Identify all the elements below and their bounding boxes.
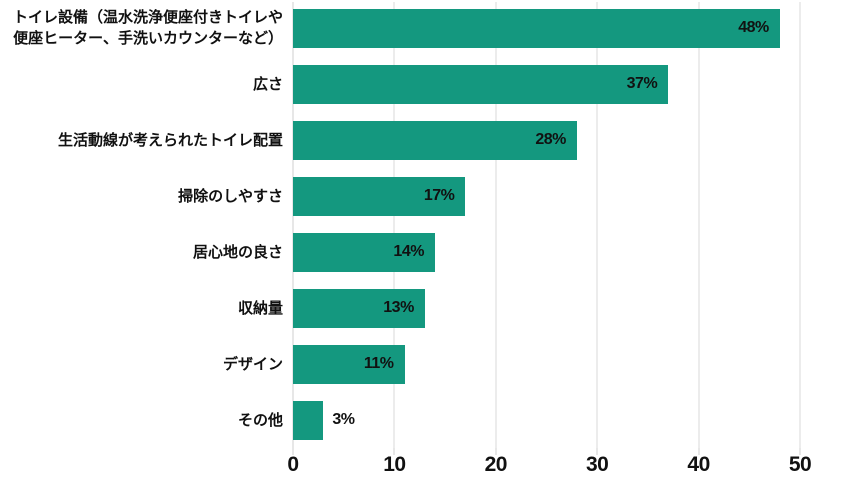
bar-row: 居心地の良さ 14% (0, 224, 850, 280)
gridline (799, 2, 801, 448)
bar-row: 生活動線が考えられたトイレ配置 28% (0, 112, 850, 168)
axis-tick (292, 448, 294, 455)
bar-row: 広さ 37% (0, 56, 850, 112)
category-label: デザイン (222, 355, 283, 373)
bar: 37% (293, 64, 669, 104)
bar: 14% (293, 232, 435, 272)
axis-tick (698, 448, 700, 455)
value-label: 17% (423, 187, 455, 204)
x-axis-tick-label: 40 (687, 453, 710, 476)
x-axis-tick-label: 50 (788, 453, 812, 476)
bar-row: 収納量 13% (0, 280, 850, 336)
axis-tick (393, 448, 395, 455)
value-label: 37% (626, 75, 658, 92)
bar-row: その他 3% (0, 392, 850, 448)
bar: 3% (293, 400, 355, 440)
gridline (495, 2, 497, 448)
category-label: その他 (237, 411, 283, 429)
bar-row: デザイン 11% (0, 336, 850, 392)
axis-tick (596, 448, 598, 455)
x-axis-tick-label: 30 (586, 453, 609, 476)
value-label: 3% (332, 411, 355, 428)
x-axis-tick-label: 0 (287, 453, 299, 476)
gridline (698, 2, 700, 448)
y-axis-line (292, 2, 294, 448)
category-label: 掃除のしやすさ (178, 187, 283, 205)
category-label: 生活動線が考えられたトイレ配置 (57, 131, 283, 149)
bar-track: 14% (293, 232, 850, 272)
bar-track: 11% (293, 344, 850, 384)
value-label: 13% (383, 299, 414, 316)
axis-tick (495, 448, 497, 455)
value-label: 11% (363, 355, 394, 372)
bar-track: 17% (293, 176, 850, 216)
category-label: 居心地の良さ (192, 243, 283, 261)
bar: 13% (293, 288, 425, 328)
bar-row: トイレ設備（温水洗浄便座付きトイレや 便座ヒーター、手洗いカウンターなど） 48% (0, 0, 850, 56)
bar-track: 48% (293, 8, 850, 48)
bar-track: 28% (293, 120, 850, 160)
category-label: 広さ (252, 75, 283, 93)
bar: 48% (293, 8, 780, 48)
category-label: トイレ設備（温水洗浄便座付きトイレや 便座ヒーター、手洗いカウンターなど） (12, 9, 283, 47)
value-label: 48% (738, 19, 769, 36)
bar: 11% (293, 344, 405, 384)
gridline (393, 2, 395, 448)
bar: 28% (293, 120, 577, 160)
value-label: 14% (393, 243, 424, 260)
value-label: 28% (535, 131, 566, 148)
gridline (596, 2, 598, 448)
bar-row: 掃除のしやすさ 17% (0, 168, 850, 224)
x-axis-tick-label: 20 (484, 453, 508, 476)
category-label: 収納量 (237, 299, 283, 317)
bar-track: 37% (293, 64, 850, 104)
bar-track: 3% (293, 400, 850, 440)
bar-track: 13% (293, 288, 850, 328)
x-axis-tick-label: 10 (383, 453, 406, 476)
bar: 17% (293, 176, 466, 216)
bar-rows: トイレ設備（温水洗浄便座付きトイレや 便座ヒーター、手洗いカウンターなど） 48%… (0, 0, 850, 448)
plot-area: 0 10 20 30 40 50 (287, 0, 812, 476)
axis-tick (799, 448, 801, 455)
